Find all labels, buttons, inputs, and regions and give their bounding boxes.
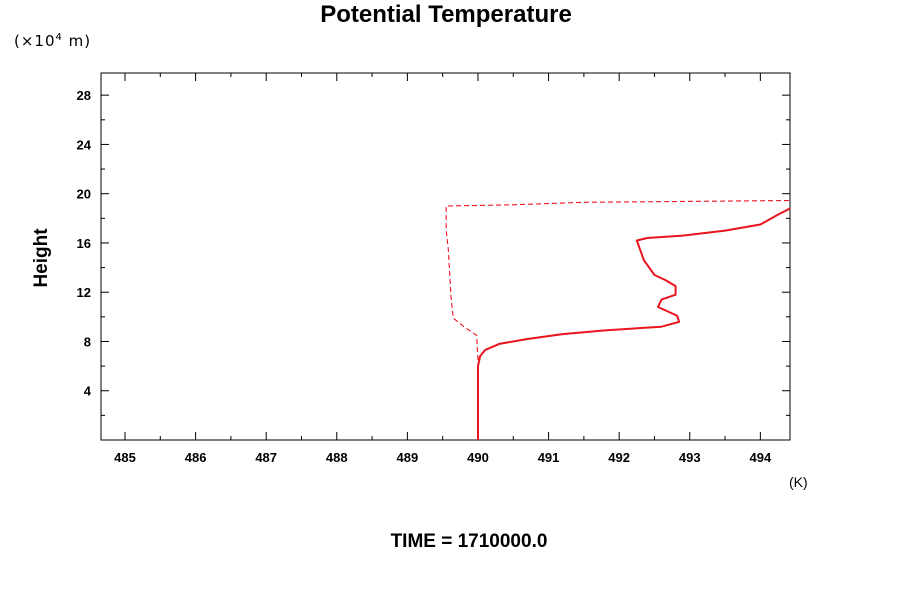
time-footer: TIME = 1710000.0 [390, 531, 548, 552]
y-tick-label: 16 [77, 236, 91, 251]
x-tick-label: 491 [538, 450, 560, 465]
x-axis-unit: (K) [789, 474, 808, 490]
x-tick-label: 488 [326, 450, 348, 465]
y-tick-label: 28 [77, 88, 91, 103]
x-tick-label: 489 [397, 450, 419, 465]
x-tick-label: 493 [679, 450, 701, 465]
x-tick-label: 494 [749, 450, 771, 465]
y-tick-label: 8 [84, 334, 91, 349]
x-tick-label: 486 [185, 450, 207, 465]
y-unit-suffix: m) [62, 32, 92, 50]
chart-title: Potential Temperature [320, 1, 572, 28]
y-tick-label: 20 [77, 187, 91, 202]
y-tick-label: 12 [77, 285, 91, 300]
x-tick-label: 490 [467, 450, 489, 465]
y-unit-prefix: (×10 [14, 32, 56, 50]
y-tick-label: 24 [77, 137, 92, 152]
x-tick-label: 487 [255, 450, 277, 465]
x-tick-label: 485 [114, 450, 136, 465]
y-axis-unit: (×104 m) [14, 32, 91, 50]
y-tick-label: 4 [84, 384, 92, 399]
x-tick-label: 492 [608, 450, 630, 465]
y-unit-exponent: 4 [55, 32, 63, 43]
series-line-solid [477, 207, 791, 440]
plot-frame [100, 72, 791, 441]
series-line-dashed [445, 199, 791, 440]
